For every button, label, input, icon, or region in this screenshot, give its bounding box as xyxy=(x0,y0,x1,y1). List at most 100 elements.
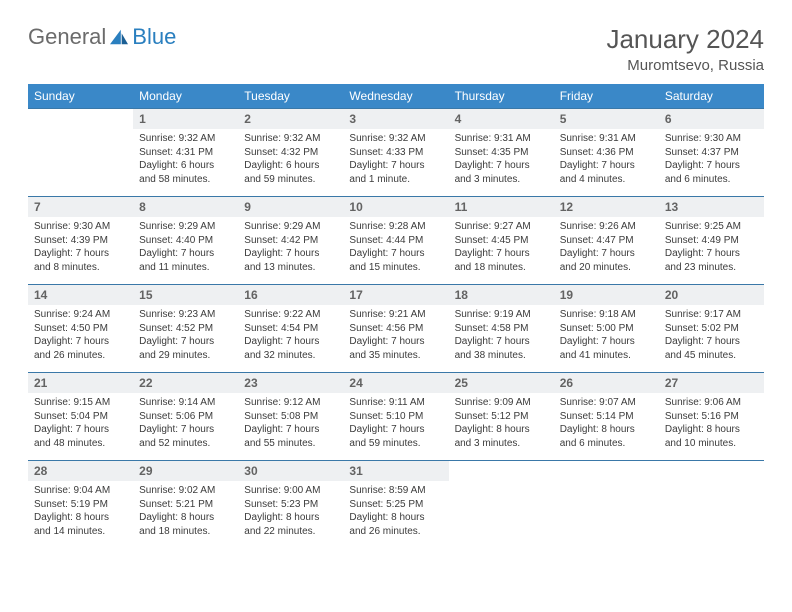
day-line: Sunset: 4:44 PM xyxy=(349,234,442,248)
weekday-header: Wednesday xyxy=(343,84,448,109)
day-details: Sunrise: 9:31 AMSunset: 4:35 PMDaylight:… xyxy=(449,129,554,192)
calendar-cell: 7Sunrise: 9:30 AMSunset: 4:39 PMDaylight… xyxy=(28,197,133,285)
calendar-cell: 19Sunrise: 9:18 AMSunset: 5:00 PMDayligh… xyxy=(554,285,659,373)
day-line: and 22 minutes. xyxy=(244,525,337,539)
day-line: Sunset: 4:45 PM xyxy=(455,234,548,248)
day-line: Daylight: 7 hours xyxy=(455,247,548,261)
day-line: and 59 minutes. xyxy=(349,437,442,451)
day-line: and 26 minutes. xyxy=(349,525,442,539)
calendar-cell: 28Sunrise: 9:04 AMSunset: 5:19 PMDayligh… xyxy=(28,461,133,549)
day-line: and 15 minutes. xyxy=(349,261,442,275)
day-details: Sunrise: 9:14 AMSunset: 5:06 PMDaylight:… xyxy=(133,393,238,456)
day-details: Sunrise: 9:29 AMSunset: 4:42 PMDaylight:… xyxy=(238,217,343,280)
month-title: January 2024 xyxy=(606,24,764,55)
day-details: Sunrise: 9:32 AMSunset: 4:32 PMDaylight:… xyxy=(238,129,343,192)
day-line: Daylight: 7 hours xyxy=(560,335,653,349)
day-number: 15 xyxy=(133,285,238,305)
day-line: Sunrise: 9:06 AM xyxy=(665,396,758,410)
day-line: Sunset: 5:10 PM xyxy=(349,410,442,424)
day-line: Sunset: 5:02 PM xyxy=(665,322,758,336)
day-details: Sunrise: 9:29 AMSunset: 4:40 PMDaylight:… xyxy=(133,217,238,280)
day-line: and 6 minutes. xyxy=(560,437,653,451)
day-line: Sunset: 5:08 PM xyxy=(244,410,337,424)
day-line: Daylight: 7 hours xyxy=(139,247,232,261)
day-number: 19 xyxy=(554,285,659,305)
calendar-cell: 31Sunrise: 8:59 AMSunset: 5:25 PMDayligh… xyxy=(343,461,448,549)
day-line: Sunset: 4:47 PM xyxy=(560,234,653,248)
day-line: Daylight: 7 hours xyxy=(34,423,127,437)
day-line: and 26 minutes. xyxy=(34,349,127,363)
day-line: and 35 minutes. xyxy=(349,349,442,363)
day-details: Sunrise: 9:24 AMSunset: 4:50 PMDaylight:… xyxy=(28,305,133,368)
day-line: Daylight: 7 hours xyxy=(455,159,548,173)
day-line: Sunrise: 9:29 AM xyxy=(244,220,337,234)
weekday-header: Friday xyxy=(554,84,659,109)
day-line: and 41 minutes. xyxy=(560,349,653,363)
day-line: and 55 minutes. xyxy=(244,437,337,451)
calendar-cell: 13Sunrise: 9:25 AMSunset: 4:49 PMDayligh… xyxy=(659,197,764,285)
day-line: Daylight: 7 hours xyxy=(34,335,127,349)
day-line: Sunset: 5:21 PM xyxy=(139,498,232,512)
day-line: Sunset: 4:31 PM xyxy=(139,146,232,160)
calendar-cell: 23Sunrise: 9:12 AMSunset: 5:08 PMDayligh… xyxy=(238,373,343,461)
day-details: Sunrise: 8:59 AMSunset: 5:25 PMDaylight:… xyxy=(343,481,448,544)
day-number: 28 xyxy=(28,461,133,481)
day-line: and 29 minutes. xyxy=(139,349,232,363)
day-line: Sunset: 4:52 PM xyxy=(139,322,232,336)
day-line: Sunrise: 8:59 AM xyxy=(349,484,442,498)
day-line: Sunrise: 9:31 AM xyxy=(455,132,548,146)
day-details xyxy=(659,481,764,490)
brand-part2: Blue xyxy=(132,24,176,50)
day-details xyxy=(554,481,659,490)
day-line: Sunrise: 9:32 AM xyxy=(244,132,337,146)
day-line: Sunrise: 9:00 AM xyxy=(244,484,337,498)
day-line: Sunrise: 9:31 AM xyxy=(560,132,653,146)
brand-logo: General Blue xyxy=(28,24,176,50)
day-number: 18 xyxy=(449,285,554,305)
day-line: Daylight: 7 hours xyxy=(139,335,232,349)
day-line: Sunrise: 9:26 AM xyxy=(560,220,653,234)
calendar-cell: 10Sunrise: 9:28 AMSunset: 4:44 PMDayligh… xyxy=(343,197,448,285)
day-details: Sunrise: 9:32 AMSunset: 4:33 PMDaylight:… xyxy=(343,129,448,192)
day-line: Daylight: 8 hours xyxy=(34,511,127,525)
day-line: Daylight: 7 hours xyxy=(560,247,653,261)
day-line: Sunset: 4:37 PM xyxy=(665,146,758,160)
day-line: Daylight: 8 hours xyxy=(665,423,758,437)
day-line: Sunrise: 9:19 AM xyxy=(455,308,548,322)
day-line: Sunrise: 9:11 AM xyxy=(349,396,442,410)
calendar-cell: 27Sunrise: 9:06 AMSunset: 5:16 PMDayligh… xyxy=(659,373,764,461)
day-number xyxy=(554,461,659,481)
calendar-cell xyxy=(554,461,659,549)
calendar-cell: 15Sunrise: 9:23 AMSunset: 4:52 PMDayligh… xyxy=(133,285,238,373)
day-line: Sunrise: 9:24 AM xyxy=(34,308,127,322)
day-line: Daylight: 7 hours xyxy=(244,335,337,349)
day-line: Sunrise: 9:28 AM xyxy=(349,220,442,234)
day-number: 11 xyxy=(449,197,554,217)
day-line: Sunset: 5:00 PM xyxy=(560,322,653,336)
day-line: and 4 minutes. xyxy=(560,173,653,187)
day-number: 5 xyxy=(554,109,659,129)
day-line: Sunset: 5:23 PM xyxy=(244,498,337,512)
calendar-cell: 2Sunrise: 9:32 AMSunset: 4:32 PMDaylight… xyxy=(238,109,343,197)
day-details: Sunrise: 9:22 AMSunset: 4:54 PMDaylight:… xyxy=(238,305,343,368)
day-line: Daylight: 8 hours xyxy=(560,423,653,437)
day-number: 12 xyxy=(554,197,659,217)
day-line: Daylight: 7 hours xyxy=(455,335,548,349)
day-number: 10 xyxy=(343,197,448,217)
weekday-header: Monday xyxy=(133,84,238,109)
day-line: Daylight: 7 hours xyxy=(349,335,442,349)
day-line: and 10 minutes. xyxy=(665,437,758,451)
day-details: Sunrise: 9:02 AMSunset: 5:21 PMDaylight:… xyxy=(133,481,238,544)
calendar-cell: 22Sunrise: 9:14 AMSunset: 5:06 PMDayligh… xyxy=(133,373,238,461)
calendar-cell xyxy=(659,461,764,549)
day-details: Sunrise: 9:25 AMSunset: 4:49 PMDaylight:… xyxy=(659,217,764,280)
day-details: Sunrise: 9:28 AMSunset: 4:44 PMDaylight:… xyxy=(343,217,448,280)
day-line: Daylight: 6 hours xyxy=(244,159,337,173)
day-line: and 20 minutes. xyxy=(560,261,653,275)
day-number: 13 xyxy=(659,197,764,217)
day-number: 31 xyxy=(343,461,448,481)
day-line: Daylight: 7 hours xyxy=(349,423,442,437)
day-line: Sunset: 4:54 PM xyxy=(244,322,337,336)
day-line: and 32 minutes. xyxy=(244,349,337,363)
day-number: 26 xyxy=(554,373,659,393)
